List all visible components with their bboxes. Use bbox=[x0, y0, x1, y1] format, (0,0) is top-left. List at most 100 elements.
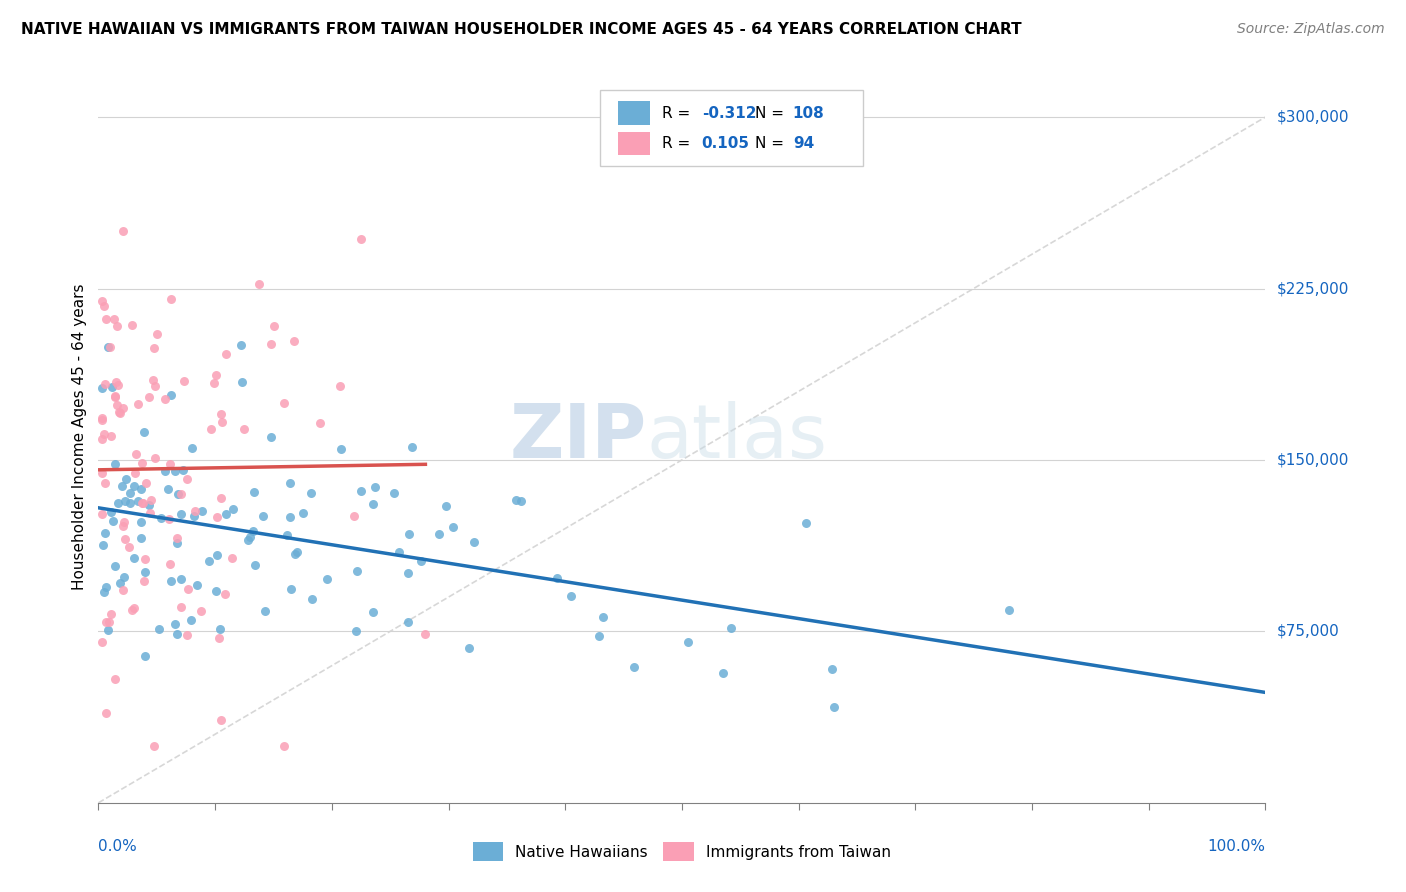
Point bbox=[143, 450, 166, 465]
Point bbox=[202, 376, 225, 390]
Point bbox=[505, 493, 527, 508]
Point bbox=[191, 504, 214, 518]
Legend: Native Hawaiians, Immigrants from Taiwan: Native Hawaiians, Immigrants from Taiwan bbox=[472, 842, 891, 861]
Point bbox=[104, 375, 127, 389]
Point bbox=[142, 373, 165, 387]
Point bbox=[176, 628, 198, 642]
Point bbox=[148, 623, 170, 637]
Point bbox=[90, 410, 112, 425]
Point bbox=[91, 538, 114, 552]
Point bbox=[458, 640, 481, 655]
Point bbox=[146, 326, 169, 341]
Point bbox=[361, 605, 384, 619]
Point bbox=[93, 427, 115, 442]
Point bbox=[129, 515, 152, 529]
Point bbox=[198, 554, 221, 568]
Point bbox=[100, 607, 122, 622]
Point bbox=[108, 406, 131, 420]
Point bbox=[260, 336, 283, 351]
Point bbox=[93, 585, 115, 599]
Point bbox=[139, 506, 162, 520]
Point bbox=[180, 613, 202, 627]
Point bbox=[720, 621, 742, 635]
Point bbox=[278, 476, 301, 491]
Point bbox=[263, 319, 285, 334]
Point bbox=[205, 368, 228, 383]
Text: N =: N = bbox=[755, 136, 794, 152]
Point bbox=[134, 425, 156, 439]
Point bbox=[170, 507, 193, 521]
Point bbox=[329, 442, 352, 456]
Point bbox=[315, 573, 337, 587]
Point bbox=[173, 374, 195, 388]
Point bbox=[150, 510, 173, 524]
Point bbox=[243, 558, 266, 572]
Text: R =: R = bbox=[662, 105, 695, 120]
Point bbox=[103, 457, 125, 471]
Point bbox=[112, 570, 135, 584]
Point bbox=[711, 666, 734, 681]
Point bbox=[350, 232, 373, 246]
Point bbox=[103, 312, 125, 326]
Point bbox=[588, 629, 610, 643]
Point bbox=[104, 559, 127, 574]
Point bbox=[132, 496, 155, 510]
Text: 100.0%: 100.0% bbox=[1208, 839, 1265, 855]
Point bbox=[396, 615, 419, 629]
Point bbox=[159, 457, 181, 471]
Point bbox=[134, 552, 156, 566]
Point bbox=[209, 713, 232, 727]
Point bbox=[361, 497, 384, 511]
Point bbox=[142, 739, 165, 753]
Point bbox=[90, 432, 112, 446]
Point bbox=[427, 526, 450, 541]
Point bbox=[160, 292, 183, 306]
Point bbox=[205, 509, 228, 524]
Point bbox=[676, 635, 699, 649]
Point bbox=[107, 496, 129, 510]
Point bbox=[273, 739, 295, 753]
Point bbox=[411, 554, 433, 568]
Point bbox=[111, 479, 134, 493]
Point bbox=[124, 447, 146, 461]
Text: N =: N = bbox=[755, 105, 789, 120]
Point bbox=[121, 318, 143, 332]
Point bbox=[90, 412, 112, 426]
Point bbox=[94, 311, 117, 326]
Point bbox=[329, 378, 352, 392]
Text: 94: 94 bbox=[793, 136, 814, 152]
Point bbox=[299, 486, 322, 500]
Point bbox=[94, 476, 117, 491]
Text: NATIVE HAWAIIAN VS IMMIGRANTS FROM TAIWAN HOUSEHOLDER INCOME AGES 45 - 64 YEARS : NATIVE HAWAIIAN VS IMMIGRANTS FROM TAIWA… bbox=[21, 22, 1022, 37]
Point bbox=[190, 604, 212, 618]
Point bbox=[90, 467, 112, 481]
Point bbox=[138, 498, 160, 512]
Point bbox=[111, 519, 134, 533]
Point bbox=[166, 627, 188, 641]
Point bbox=[285, 545, 308, 559]
Point bbox=[215, 508, 238, 522]
Point bbox=[112, 401, 135, 415]
Point bbox=[90, 635, 112, 649]
Point bbox=[283, 334, 305, 348]
Point bbox=[129, 532, 152, 546]
Text: $225,000: $225,000 bbox=[1277, 281, 1350, 296]
Point bbox=[183, 509, 205, 524]
Point bbox=[103, 672, 125, 686]
Point bbox=[159, 574, 181, 589]
Point bbox=[243, 485, 266, 500]
Point bbox=[998, 603, 1021, 617]
Point bbox=[205, 548, 228, 562]
Point bbox=[214, 587, 236, 601]
Point bbox=[139, 492, 162, 507]
Point bbox=[105, 398, 128, 412]
Point bbox=[343, 508, 366, 523]
Point bbox=[170, 572, 193, 586]
Point bbox=[118, 541, 141, 555]
Point bbox=[118, 485, 141, 500]
Point bbox=[796, 516, 818, 530]
Point bbox=[239, 530, 262, 544]
Point bbox=[183, 504, 205, 518]
Point bbox=[112, 224, 135, 238]
Point bbox=[122, 600, 145, 615]
